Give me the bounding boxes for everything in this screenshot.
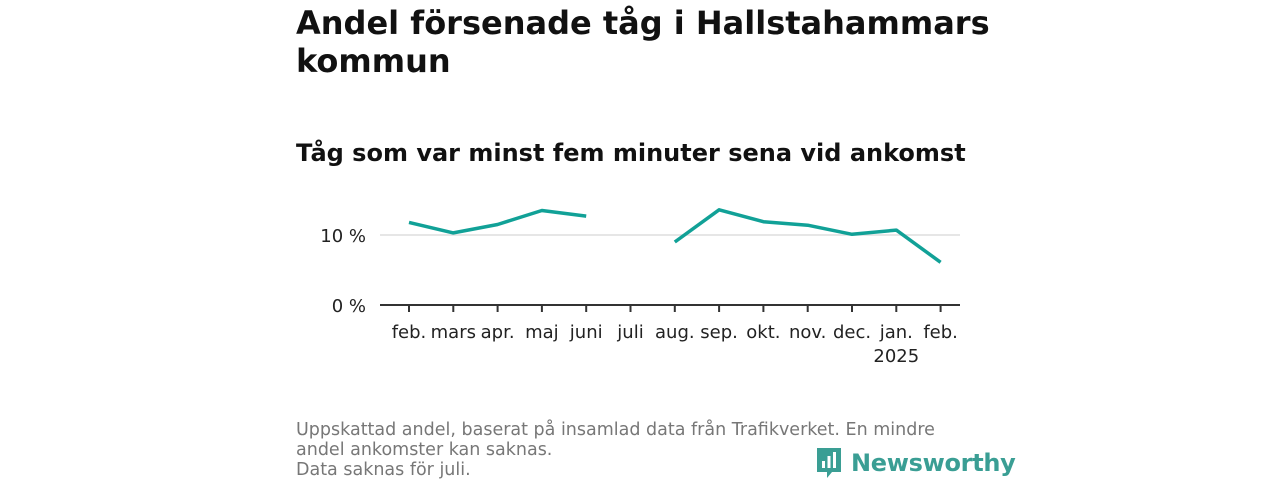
x-tick-label: mars bbox=[431, 322, 476, 343]
x-axis-ticks: feb. mars apr. maj juni juli aug. sep. okt. nov. d… bbox=[392, 305, 958, 367]
chart-footer: Uppskattad andel, baserat på insamlad da… bbox=[296, 420, 986, 480]
logo-text: Newsworthy bbox=[851, 449, 1016, 477]
x-tick-label: maj bbox=[525, 322, 559, 343]
footer-note-missing: Data saknas för juli. bbox=[296, 460, 471, 480]
x-tick-label: sep. bbox=[700, 322, 738, 343]
chart-subtitle: Tåg som var minst fem minuter sena vid a… bbox=[296, 139, 966, 167]
footer-note-source: Uppskattad andel, baserat på insamlad da… bbox=[296, 420, 935, 460]
x-tick-label: apr. bbox=[481, 322, 515, 343]
x-tick-label: dec. bbox=[833, 322, 871, 343]
y-tick-label: 0 % bbox=[332, 296, 366, 317]
x-tick-label: jan. bbox=[879, 322, 913, 343]
x-tick-sublabel: 2025 bbox=[873, 346, 919, 367]
series-line bbox=[673, 208, 942, 264]
x-tick-label: nov. bbox=[789, 322, 826, 343]
newsworthy-logo: Newsworthy bbox=[815, 446, 1016, 480]
x-tick-label: feb. bbox=[923, 322, 958, 343]
x-tick-label: juni bbox=[569, 322, 603, 343]
y-axis-ticks: 0 % 10 % bbox=[320, 226, 366, 317]
x-tick-label: okt. bbox=[746, 322, 780, 343]
x-tick-label: feb. bbox=[392, 322, 427, 343]
x-tick-label: juli bbox=[616, 322, 643, 343]
x-tick-label: aug. bbox=[655, 322, 695, 343]
newsworthy-logo-icon bbox=[817, 448, 841, 478]
chart-title: Andel försenade tåg i Hallstahammars kom… bbox=[296, 4, 990, 80]
y-tick-label: 10 % bbox=[320, 226, 366, 247]
series-line bbox=[408, 208, 587, 235]
series-lines bbox=[408, 208, 942, 264]
